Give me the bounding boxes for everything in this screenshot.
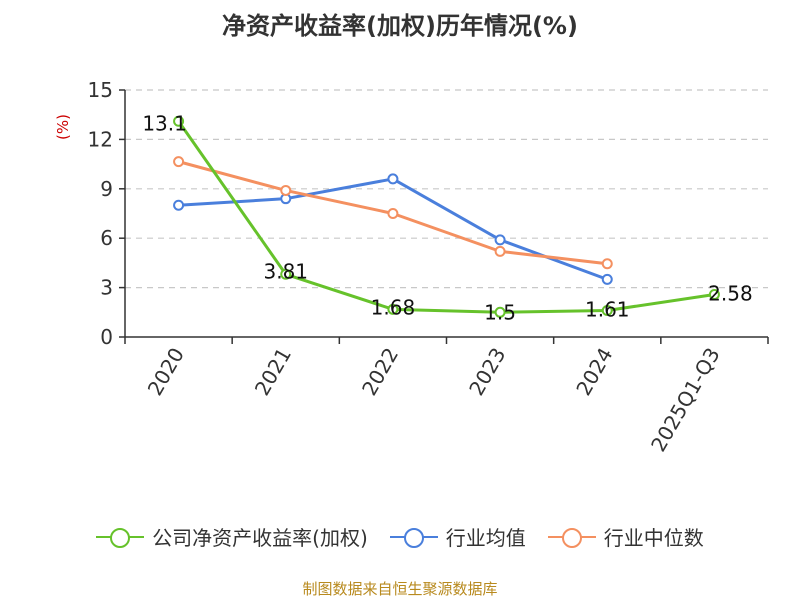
data-label: 1.5 [484,300,516,324]
y-tick-label: 0 [100,325,113,349]
series-point [173,115,185,127]
legend-item[interactable]: 公司净资产收益率(加权) [96,522,368,551]
series-point [601,304,613,316]
series-point [173,156,185,168]
series-point [494,306,506,318]
series-point [387,303,399,315]
x-tick-label: 2021 [250,344,296,400]
x-tick-label: 2024 [571,344,617,400]
gridlines [125,89,768,289]
legend: 公司净资产收益率(加权) 行业均值 行业中位数 [0,522,800,551]
y-tick-label: 9 [100,177,113,201]
series-line-1 [178,177,608,281]
legend-label: 行业中位数 [603,526,704,550]
series-line-0 [177,120,715,314]
series-group [173,115,720,318]
series-point [708,289,720,301]
series-point [280,268,292,280]
series-point [387,208,399,219]
legend-swatch [389,527,438,548]
series-point [601,258,613,270]
legend-swatch-marker [403,527,424,548]
chart-title: 净资产收益率(加权)历年情况(%) [222,12,578,40]
legend-item[interactable]: 行业中位数 [547,522,704,551]
data-label: 13.1 [142,111,187,135]
source-footer: 制图数据来自恒生聚源数据库 [302,580,498,598]
data-labels: 13.1 3.81 1.68 1.5 1.61 2.58 [142,111,752,324]
y-tick-label: 3 [100,276,113,300]
legend-swatch [547,527,596,548]
legend-swatch [96,527,145,548]
y-tick-label: 12 [88,127,113,151]
series-point [601,273,613,285]
data-label: 1.68 [371,295,416,319]
legend-swatch-marker [110,527,131,548]
legend-label: 行业均值 [445,526,526,550]
data-label: 1.61 [585,297,630,321]
y-axis-label: (%) [54,114,72,140]
series-point [494,234,506,246]
series-point [173,199,185,211]
data-label: 3.81 [263,259,308,283]
series-point [494,245,506,257]
legend-swatch-marker [561,527,582,548]
data-label: 2.58 [708,282,753,306]
y-tick-label: 6 [100,226,113,250]
legend-label: 公司净资产收益率(加权) [152,526,368,550]
x-tick-label: 2022 [357,344,403,400]
x-tick-label: 2025Q1-Q3 [646,344,725,456]
x-tick-label: 2023 [464,344,510,400]
series-point [387,173,399,185]
y-tick-label: 15 [88,78,113,102]
series-point [280,184,292,196]
x-tick-label: 2020 [143,344,189,400]
legend-item[interactable]: 行业均值 [389,522,526,551]
